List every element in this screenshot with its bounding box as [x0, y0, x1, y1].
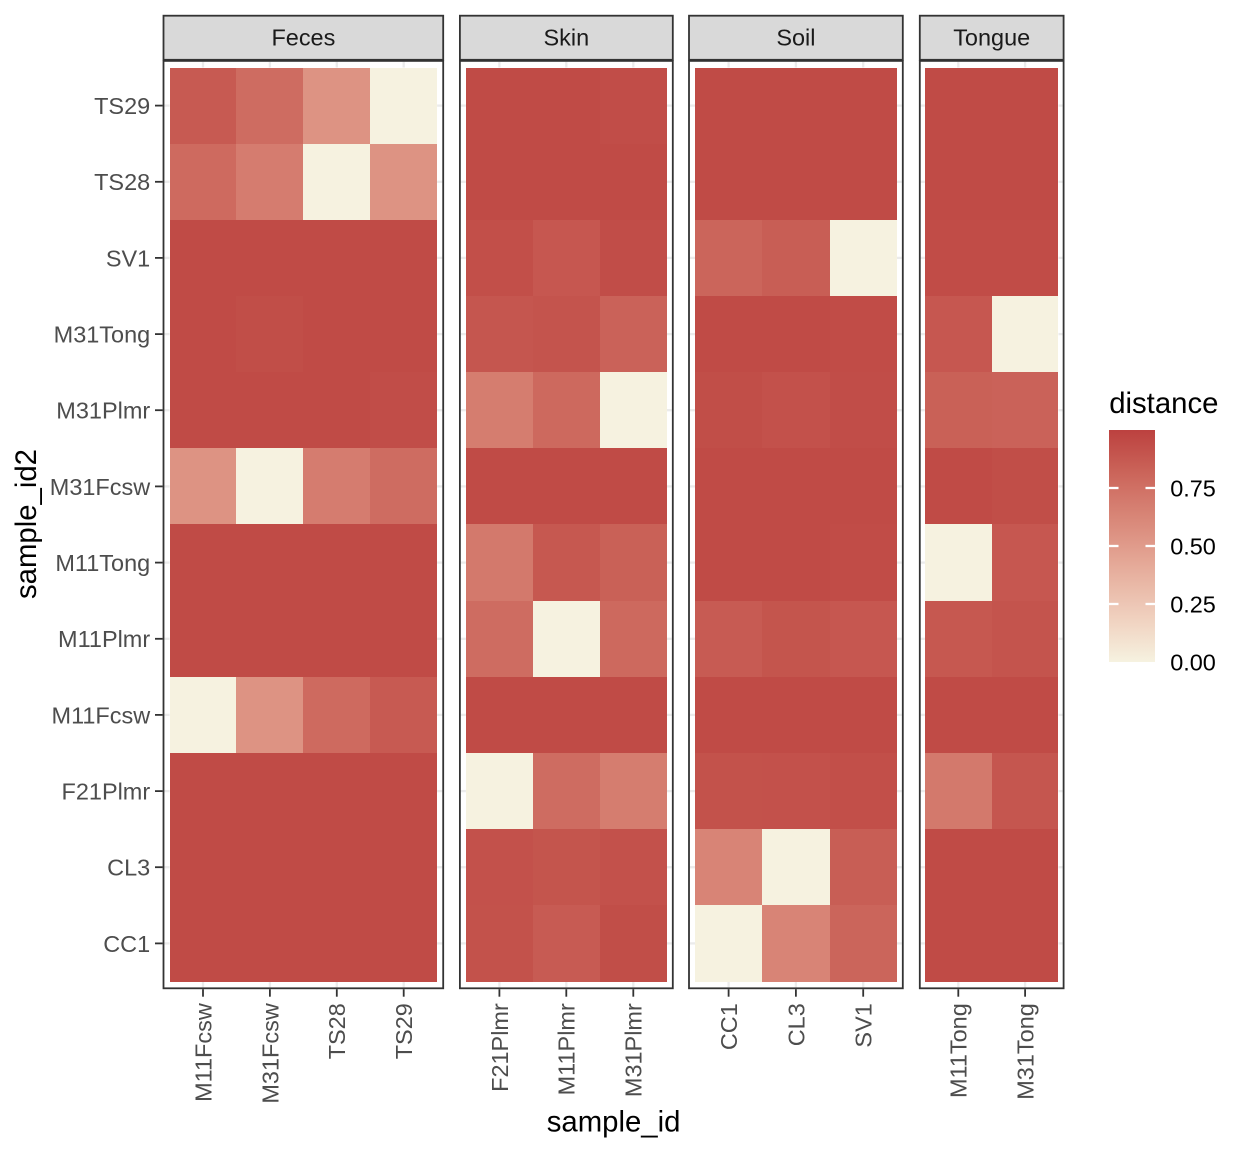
svg-text:Soil: Soil	[776, 25, 815, 51]
svg-text:SV1: SV1	[106, 245, 150, 271]
svg-text:M31Tong: M31Tong	[1013, 1003, 1039, 1100]
svg-text:M11Tong: M11Tong	[55, 550, 150, 576]
svg-text:SV1: SV1	[851, 1003, 877, 1047]
svg-text:TS28: TS28	[324, 1003, 350, 1059]
svg-text:M31Tong: M31Tong	[54, 322, 151, 348]
svg-text:M31Fcsw: M31Fcsw	[50, 474, 150, 500]
svg-text:0.00: 0.00	[1170, 649, 1216, 675]
svg-text:Feces: Feces	[271, 25, 335, 51]
svg-text:F21Plmr: F21Plmr	[487, 1003, 513, 1092]
svg-text:M11Plmr: M11Plmr	[554, 1003, 580, 1095]
svg-text:distance: distance	[1109, 387, 1218, 420]
svg-text:TS29: TS29	[94, 93, 150, 119]
svg-text:M31Plmr: M31Plmr	[56, 398, 150, 424]
svg-text:M11Plmr: M11Plmr	[58, 626, 150, 652]
svg-text:M11Tong: M11Tong	[946, 1003, 972, 1098]
svg-text:Tongue: Tongue	[953, 25, 1030, 51]
svg-text:sample_id: sample_id	[547, 1106, 681, 1139]
svg-text:CL3: CL3	[783, 1003, 809, 1046]
svg-text:M31Plmr: M31Plmr	[621, 1003, 647, 1097]
svg-text:0.75: 0.75	[1170, 475, 1216, 501]
svg-text:Skin: Skin	[543, 25, 589, 51]
svg-text:sample_id2: sample_id2	[10, 449, 43, 599]
svg-text:CL3: CL3	[107, 855, 150, 881]
svg-text:M11Fcsw: M11Fcsw	[190, 1003, 216, 1102]
svg-text:TS28: TS28	[94, 169, 150, 195]
svg-text:CC1: CC1	[103, 931, 150, 957]
svg-text:M31Fcsw: M31Fcsw	[257, 1003, 283, 1103]
svg-text:0.50: 0.50	[1170, 533, 1216, 559]
svg-text:0.25: 0.25	[1170, 591, 1216, 617]
svg-text:F21Plmr: F21Plmr	[62, 779, 151, 805]
svg-text:M11Fcsw: M11Fcsw	[52, 702, 151, 728]
svg-text:CC1: CC1	[716, 1003, 742, 1050]
svg-text:TS29: TS29	[391, 1003, 417, 1059]
